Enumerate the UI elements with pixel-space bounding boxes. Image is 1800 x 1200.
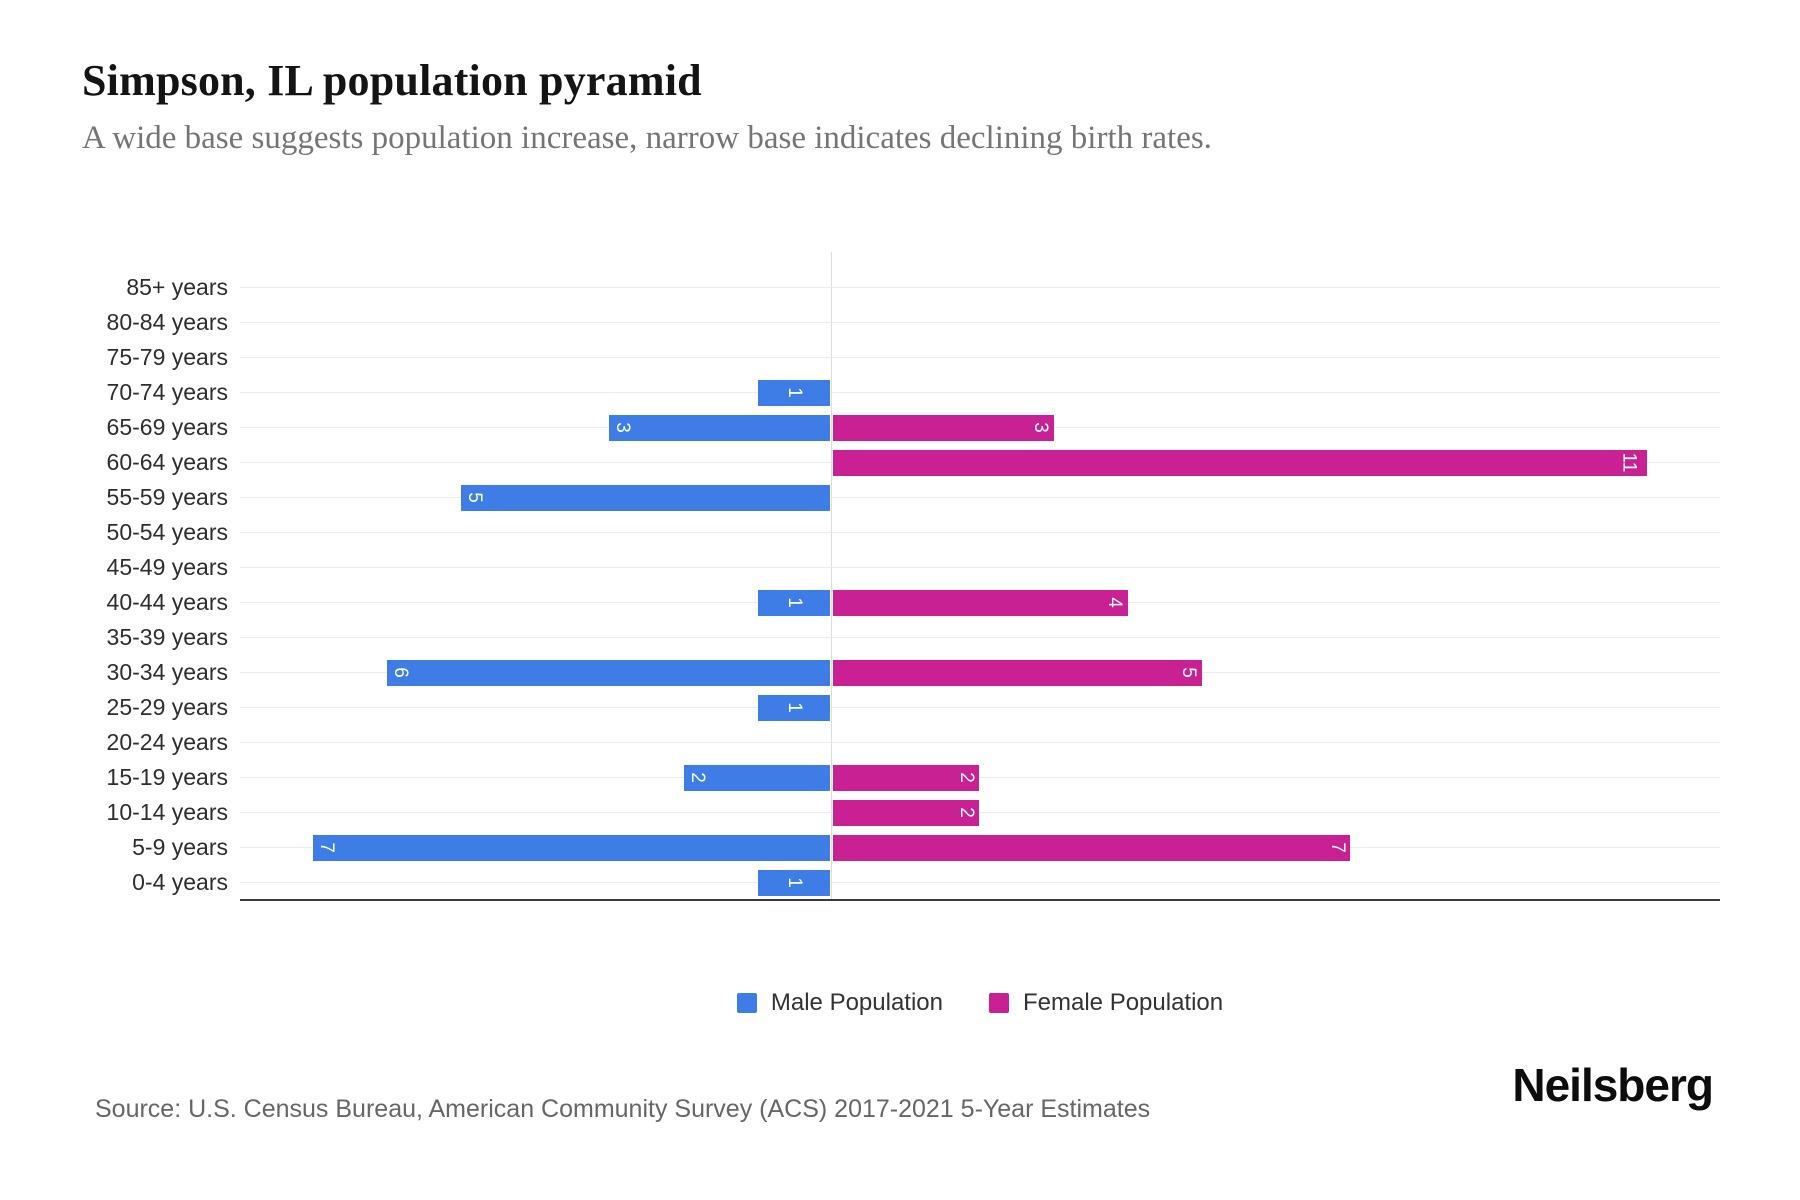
gridline [240, 357, 1720, 358]
gridline [240, 777, 1720, 778]
y-axis-labels: 85+ years 80-84 years 75-79 years 70-74 yea… [0, 252, 228, 900]
center-axis-line [831, 252, 832, 900]
gridline [240, 742, 1720, 743]
neilsberg-logo[interactable]: Neilsberg [1512, 1059, 1714, 1111]
bar-value-label: 11 [1618, 452, 1640, 473]
age-group-label: 85+ years [126, 274, 228, 300]
female-bar: 11 [833, 449, 1648, 476]
age-group-label: 20-24 years [106, 729, 228, 755]
female-bar: 7 [833, 834, 1351, 861]
age-group-label: 5-9 years [132, 834, 228, 860]
age-group-label: 80-84 years [106, 309, 228, 335]
male-bar: 3 [609, 414, 830, 441]
male-bar: 1 [757, 589, 830, 616]
x-axis-line [240, 899, 1720, 901]
female-bar: 2 [833, 764, 980, 791]
legend-label-female: Female Population [1023, 989, 1224, 1016]
gridline [240, 497, 1720, 498]
male-swatch-icon [736, 993, 757, 1013]
age-group-label: 75-79 years [106, 344, 228, 370]
source-attribution: Source: U.S. Census Bureau, American Com… [95, 1095, 1151, 1123]
gridline [240, 287, 1720, 288]
bar-value-label: 1 [783, 597, 805, 608]
age-group-label: 40-44 years [106, 589, 228, 615]
female-bar: 2 [833, 799, 980, 826]
female-bar: 3 [833, 414, 1054, 441]
bar-value-label: 2 [686, 772, 708, 783]
gridline [240, 812, 1720, 813]
gridline [240, 882, 1720, 883]
male-bar: 1 [757, 694, 830, 721]
male-bar: 1 [757, 379, 830, 406]
chart-subtitle: A wide base suggests population increase… [82, 120, 1212, 156]
gridline [240, 707, 1720, 708]
age-group-label: 30-34 years [106, 659, 228, 685]
bar-value-label: 7 [315, 842, 337, 853]
male-bar: 6 [386, 659, 830, 686]
bar-value-label: 7 [1326, 842, 1348, 853]
male-bar: 7 [312, 834, 830, 861]
gridline [240, 567, 1720, 568]
age-group-label: 55-59 years [106, 484, 228, 510]
gridline [240, 637, 1720, 638]
age-group-label: 60-64 years [106, 449, 228, 475]
bar-value-label: 5 [1178, 667, 1200, 678]
gridline [240, 322, 1720, 323]
female-bar: 5 [833, 659, 1202, 686]
age-group-label: 25-29 years [106, 694, 228, 720]
gridline [240, 392, 1720, 393]
bar-value-label: 6 [389, 667, 411, 678]
female-swatch-icon [989, 993, 1009, 1013]
age-group-label: 15-19 years [106, 764, 228, 790]
legend-item-male[interactable]: Male Population [736, 989, 943, 1017]
male-bar: 1 [757, 869, 830, 896]
age-group-label: 35-39 years [106, 624, 228, 650]
age-group-label: 10-14 years [106, 799, 228, 825]
age-group-label: 50-54 years [106, 519, 228, 545]
bar-value-label: 5 [463, 492, 485, 503]
gridline [240, 532, 1720, 533]
age-group-label: 70-74 years [106, 379, 228, 405]
male-bar: 5 [461, 484, 830, 511]
bar-value-label: 4 [1104, 597, 1126, 608]
bar-value-label: 3 [1029, 422, 1051, 433]
pyramid-plot: 1 3 3 11 5 1 4 6 5 1 2 2 2 7 7 1 [240, 252, 1720, 901]
age-group-label: 0-4 years [132, 869, 228, 895]
bar-value-label: 2 [955, 772, 977, 783]
bar-value-label: 1 [783, 702, 805, 713]
legend: Male Population Female Population [240, 985, 1720, 1021]
bar-value-label: 3 [612, 422, 634, 433]
bar-value-label: 1 [783, 387, 805, 398]
bar-value-label: 2 [955, 807, 977, 818]
legend-label-male: Male Population [770, 989, 943, 1016]
female-bar: 4 [833, 589, 1128, 616]
age-group-label: 65-69 years [106, 414, 228, 440]
age-group-label: 45-49 years [106, 554, 228, 580]
legend-item-female[interactable]: Female Population [989, 989, 1223, 1017]
chart-title: Simpson, IL population pyramid [82, 56, 702, 105]
male-bar: 2 [683, 764, 830, 791]
bar-value-label: 1 [783, 877, 805, 888]
